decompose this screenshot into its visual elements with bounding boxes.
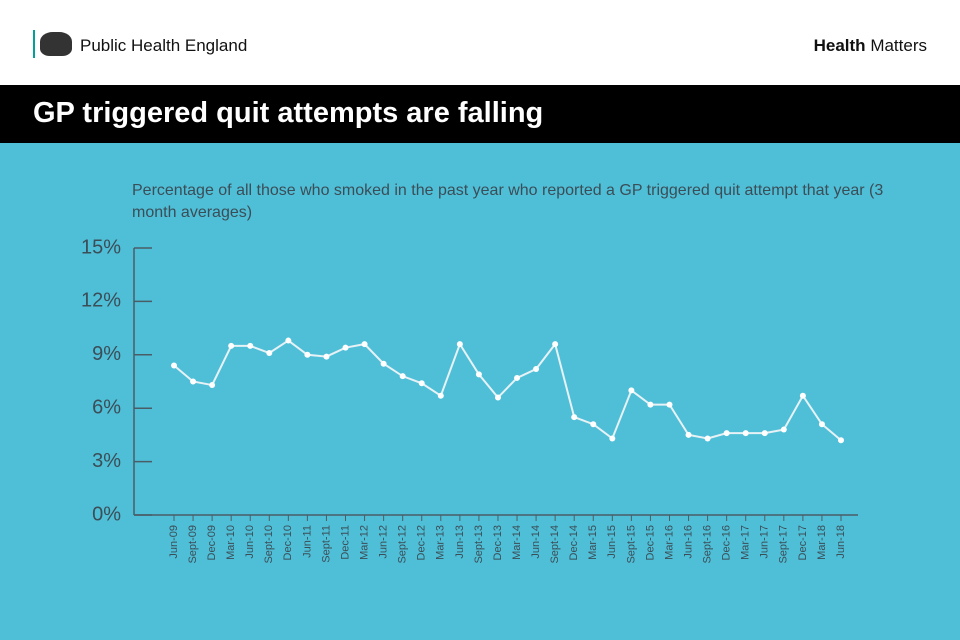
x-tick-label: Dec-17 xyxy=(797,525,809,560)
brand-rest: Matters xyxy=(870,36,927,55)
x-tick-label: Dec-13 xyxy=(492,525,504,560)
data-point xyxy=(342,344,349,351)
data-point xyxy=(647,401,654,408)
x-tick-label: Dec-09 xyxy=(206,525,218,560)
chart-subtitle: Percentage of all those who smoked in th… xyxy=(132,182,884,221)
logo-rule xyxy=(33,30,35,58)
brand: Health Matters xyxy=(814,36,927,56)
data-point xyxy=(456,341,463,348)
organisation: Public Health England xyxy=(80,36,248,55)
title-bar xyxy=(0,85,960,143)
data-point xyxy=(799,392,806,399)
x-tick-label: Sept-15 xyxy=(625,525,637,564)
data-point xyxy=(437,392,444,399)
data-point xyxy=(266,350,273,357)
x-tick-label: Mar-14 xyxy=(511,525,523,560)
x-tick-label: Jun-17 xyxy=(759,525,771,559)
y-tick-label: 6% xyxy=(92,396,121,418)
data-point xyxy=(171,362,177,369)
x-tick-label: Jun-16 xyxy=(682,525,694,559)
data-point xyxy=(780,426,787,433)
data-point xyxy=(475,371,482,378)
x-tick-label: Dec-10 xyxy=(282,525,294,560)
data-point xyxy=(494,394,501,401)
brand-bold: Health xyxy=(813,36,866,55)
x-tick-label: Mar-13 xyxy=(435,525,447,560)
x-tick-label: Sept-13 xyxy=(473,525,485,564)
data-line xyxy=(173,339,842,442)
x-tick-label: Mar-10 xyxy=(225,525,237,560)
x-tick-label: Sept-12 xyxy=(397,525,409,564)
data-point xyxy=(418,380,425,387)
data-point xyxy=(209,382,216,389)
data-point xyxy=(323,353,330,360)
data-point xyxy=(704,435,711,442)
x-tick-label: Jun-13 xyxy=(454,525,466,559)
data-point xyxy=(514,374,521,381)
x-tick-label: Dec-12 xyxy=(416,525,428,560)
x-tick-label: Jun-12 xyxy=(378,525,390,559)
x-tick-label: Sept-10 xyxy=(263,525,275,564)
x-tick-label: Sept-16 xyxy=(702,525,714,564)
data-point xyxy=(361,341,368,348)
x-tick-label: Jun-09 xyxy=(168,525,180,559)
x-tick-label: Sept-14 xyxy=(549,525,561,564)
x-tick-label: Jun-11 xyxy=(301,525,313,558)
data-point xyxy=(723,430,730,437)
x-tick-label: Mar-18 xyxy=(816,525,828,560)
data-point xyxy=(190,378,197,385)
x-tick-label: Dec-15 xyxy=(644,525,656,560)
x-tick-label: Mar-17 xyxy=(740,525,752,560)
data-point xyxy=(742,430,749,437)
header: Public Health England Health Matters xyxy=(0,0,960,85)
data-point xyxy=(304,351,311,358)
data-point xyxy=(571,414,578,421)
data-point xyxy=(666,401,673,408)
y-tick-label: 9% xyxy=(92,343,121,365)
data-point xyxy=(228,342,235,349)
data-point xyxy=(247,342,254,349)
x-tick-label: Sept-11 xyxy=(320,525,332,563)
data-point xyxy=(761,430,768,437)
x-tick-label: Jun-18 xyxy=(835,525,847,559)
chart-title: GP triggered quit attempts are falling xyxy=(33,97,544,129)
x-tick-label: Mar-12 xyxy=(358,525,370,560)
y-tick-label: 12% xyxy=(81,290,121,312)
data-point xyxy=(552,341,559,348)
logo-crest xyxy=(40,32,72,56)
data-point xyxy=(285,337,292,344)
x-tick-label: Mar-15 xyxy=(587,525,599,560)
x-tick-label: Jun-14 xyxy=(530,525,542,559)
data-point xyxy=(628,387,635,394)
data-point xyxy=(380,360,387,367)
data-point xyxy=(399,373,406,380)
x-tick-label: Sept-17 xyxy=(778,525,790,564)
y-tick-label: 0% xyxy=(92,503,121,525)
x-tick-label: Jun-15 xyxy=(606,525,618,559)
data-point xyxy=(533,366,540,373)
data-point xyxy=(838,437,844,444)
y-tick-label: 3% xyxy=(92,450,121,472)
data-point xyxy=(609,435,616,442)
x-tick-label: Dec-11 xyxy=(339,525,351,560)
x-tick-label: Sept-09 xyxy=(187,525,199,564)
x-tick-label: Dec-14 xyxy=(568,525,580,560)
data-point xyxy=(818,421,825,428)
x-tick-label: Mar-16 xyxy=(663,525,675,560)
y-tick-label: 15% xyxy=(81,236,121,258)
data-point xyxy=(685,431,692,438)
data-point xyxy=(590,421,597,428)
x-tick-label: Jun-10 xyxy=(244,525,256,559)
x-tick-label: Dec-16 xyxy=(721,525,733,560)
